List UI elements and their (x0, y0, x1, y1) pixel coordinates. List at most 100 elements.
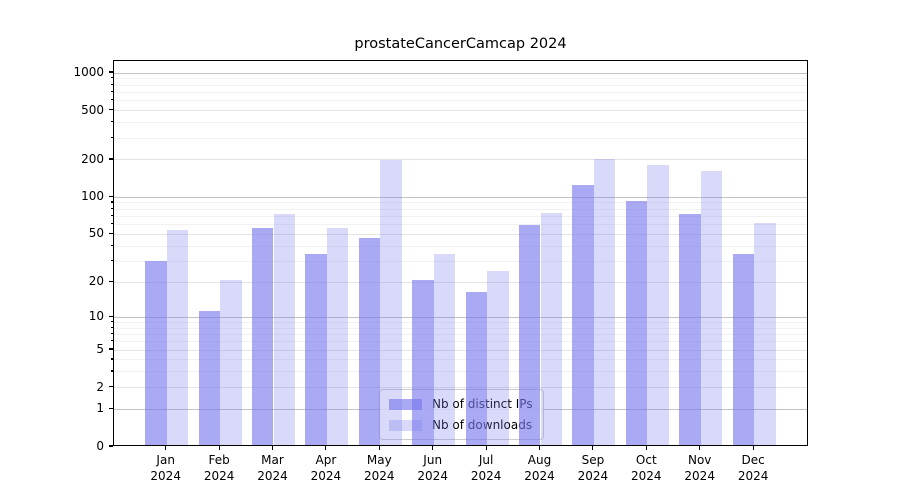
y-axis-tick-mark-1 (108, 407, 113, 410)
chart-title: prostateCancerCamcap 2024 (354, 36, 567, 52)
gridline-y-300 (114, 137, 807, 139)
x-axis-tick-label-dec: Dec 2024 (737, 453, 769, 483)
x-axis-tick-label-mar: Mar 2024 (257, 453, 288, 483)
y-axis-tick-label-2: 2 (96, 379, 104, 394)
gridline-y-10 (114, 316, 807, 318)
y-axis-tick-label-10: 10 (88, 309, 104, 324)
gridline-y-60 (114, 224, 807, 225)
bar-mar-2024-nb-of-distinct-ips (251, 228, 274, 445)
y-axis-tick-mark-1000 (108, 71, 113, 73)
x-axis-tick-mark-sep (592, 446, 594, 450)
y-axis-minor-tick-mark-800 (110, 83, 113, 85)
y-axis-minor-tick-mark-4 (110, 358, 113, 360)
legend-item-distinct-ips: Nb of distinct IPs (389, 397, 533, 411)
y-axis-minor-tick-mark-3 (110, 370, 113, 372)
gridline-y-800 (114, 84, 807, 86)
x-axis-tick-mark-jun (432, 446, 434, 450)
x-axis-tick-label-aug: Aug 2024 (524, 453, 555, 483)
y-axis-tick-label-1: 1 (96, 401, 104, 416)
y-axis-tick-label-20: 20 (88, 274, 104, 289)
bar-jan-2024-nb-of-downloads (166, 230, 189, 445)
y-axis-tick-label-0: 0 (96, 439, 104, 453)
x-axis-tick-mark-oct (645, 446, 647, 450)
bar-nov-2024-nb-of-downloads (700, 171, 723, 445)
gridline-y-20 (114, 281, 807, 283)
gridline-y-70 (114, 215, 807, 217)
y-axis-minor-tick-mark-400 (110, 121, 113, 123)
bar-nov-2024-nb-of-distinct-ips (679, 213, 701, 445)
y-axis-minor-tick-mark-40 (110, 244, 113, 246)
bar-dec-2024-nb-of-distinct-ips (732, 254, 755, 445)
x-axis-tick-label-feb: Feb 2024 (203, 453, 235, 483)
y-axis-tick-mark-50 (108, 232, 113, 234)
bar-sep-2024-nb-of-distinct-ips (572, 184, 594, 445)
legend-swatch-distinct-ips (389, 398, 422, 410)
gridline-y-8 (114, 327, 807, 329)
x-axis-tick-label-apr: Apr 2024 (310, 453, 342, 483)
y-axis-minor-tick-mark-600 (110, 99, 113, 101)
bar-jun-2024-nb-of-downloads (433, 254, 456, 445)
x-axis-tick-mark-nov (699, 446, 701, 450)
gridline-y-2 (114, 387, 807, 389)
x-axis-tick-mark-jan (165, 446, 167, 450)
gridline-y-90 (114, 202, 807, 204)
gridline-y-500 (114, 110, 807, 112)
y-axis-tick-mark-100 (108, 195, 113, 197)
gridline-y-200 (114, 159, 807, 161)
x-axis-tick-mark-aug (538, 446, 541, 450)
y-axis-tick-mark-500 (108, 108, 113, 111)
gridline-y-4 (114, 359, 807, 361)
gridline-y-5 (114, 349, 807, 351)
x-axis-tick-label-jan: Jan 2024 (150, 453, 181, 483)
y-axis-tick-mark-10 (108, 315, 113, 317)
bar-mar-2024-nb-of-downloads (273, 214, 296, 445)
bar-feb-2024-nb-of-downloads (220, 280, 242, 445)
y-axis-minor-tick-mark-60 (110, 223, 113, 225)
bar-dec-2024-nb-of-downloads (754, 222, 776, 445)
legend-swatch-downloads (389, 419, 422, 431)
bar-may-2024-nb-of-downloads (380, 160, 402, 445)
gridline-y-600 (114, 100, 807, 102)
x-axis-tick-label-may: May 2024 (364, 453, 395, 483)
gridline-y-80 (114, 208, 807, 210)
y-axis-tick-label-500: 500 (81, 102, 104, 117)
gridline-y-900 (114, 78, 807, 80)
y-axis-tick-mark-20 (108, 280, 113, 282)
y-axis-minor-tick-mark-70 (110, 214, 113, 216)
x-axis-tick-mark-jul (485, 446, 487, 450)
bar-jul-2024-nb-of-downloads (487, 270, 509, 445)
bar-jul-2024-nb-of-distinct-ips (465, 291, 488, 445)
gridline-y-50 (114, 233, 807, 235)
x-axis-tick-mark-may (378, 446, 380, 450)
y-axis-tick-mark-2 (108, 385, 113, 388)
bar-jan-2024-nb-of-distinct-ips (145, 260, 167, 445)
gridline-y-40 (114, 245, 807, 247)
x-axis-tick-mark-dec (752, 446, 754, 450)
gridline-y-7 (114, 333, 807, 335)
y-axis-minor-tick-mark-80 (110, 207, 113, 209)
bar-sep-2024-nb-of-downloads (593, 159, 616, 445)
bar-feb-2024-nb-of-distinct-ips (198, 310, 221, 445)
gridline-y-30 (114, 260, 807, 262)
gridline-y-9 (114, 321, 807, 323)
y-axis-tick-mark-0 (108, 445, 113, 447)
bar-aug-2024-nb-of-distinct-ips (518, 225, 541, 445)
gridline-y-100 (114, 196, 807, 198)
bar-apr-2024-nb-of-distinct-ips (305, 254, 327, 445)
y-axis-minor-tick-mark-700 (110, 90, 113, 93)
bar-oct-2024-nb-of-distinct-ips (625, 200, 648, 445)
y-axis-tick-label-1000: 1000 (73, 65, 104, 80)
x-axis-tick-mark-feb (218, 446, 220, 450)
y-axis-minor-tick-mark-30 (110, 259, 113, 261)
gridline-y-3 (114, 371, 807, 373)
bar-apr-2024-nb-of-downloads (326, 228, 349, 445)
y-axis-minor-tick-mark-7 (110, 332, 113, 335)
gridline-y-700 (114, 91, 807, 93)
bar-may-2024-nb-of-distinct-ips (358, 237, 381, 445)
y-axis-minor-tick-mark-9 (110, 320, 113, 323)
y-axis-tick-label-50: 50 (88, 226, 104, 241)
legend-item-downloads: Nb of downloads (389, 418, 533, 432)
plot-area: Nb of distinct IPs Nb of downloads (113, 60, 808, 446)
bar-oct-2024-nb-of-downloads (647, 164, 669, 445)
